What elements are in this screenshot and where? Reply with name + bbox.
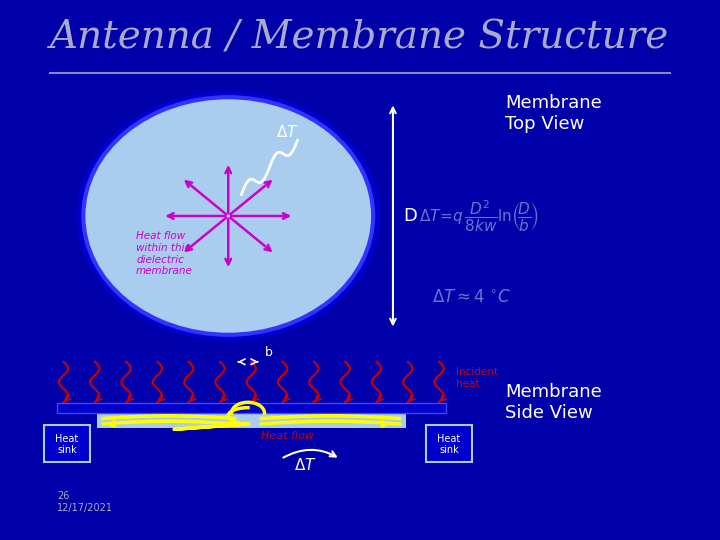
Text: Membrane
Top View: Membrane Top View (505, 94, 602, 133)
Text: $\Delta T$: $\Delta T$ (294, 457, 317, 474)
Text: D: D (402, 207, 417, 225)
Text: $\Delta T\!=\!q\,\dfrac{D^2}{8kw}\ln\!\left(\!\dfrac{D}{b}\!\right)$: $\Delta T\!=\!q\,\dfrac{D^2}{8kw}\ln\!\l… (419, 198, 539, 234)
Text: Antenna / Membrane Structure: Antenna / Membrane Structure (50, 19, 670, 56)
Text: Heat flow: Heat flow (261, 431, 314, 441)
Text: 26
12/17/2021: 26 12/17/2021 (57, 491, 113, 513)
FancyBboxPatch shape (44, 425, 90, 462)
Text: $\Delta T \approx 4\,^\circ\!C$: $\Delta T \approx 4\,^\circ\!C$ (433, 288, 511, 306)
FancyBboxPatch shape (57, 403, 446, 413)
Text: Heat
sink: Heat sink (437, 434, 461, 455)
Text: Membrane
Side View: Membrane Side View (505, 383, 602, 422)
FancyBboxPatch shape (96, 411, 406, 428)
FancyBboxPatch shape (426, 425, 472, 462)
Text: b: b (264, 346, 272, 359)
Text: Heat
sink: Heat sink (55, 434, 78, 455)
Circle shape (84, 97, 373, 335)
Text: Incident
heat: Incident heat (456, 367, 498, 389)
Text: $\Delta T$: $\Delta T$ (276, 124, 299, 140)
Text: Heat flow
within thin
dielectric
membrane: Heat flow within thin dielectric membran… (136, 232, 193, 276)
